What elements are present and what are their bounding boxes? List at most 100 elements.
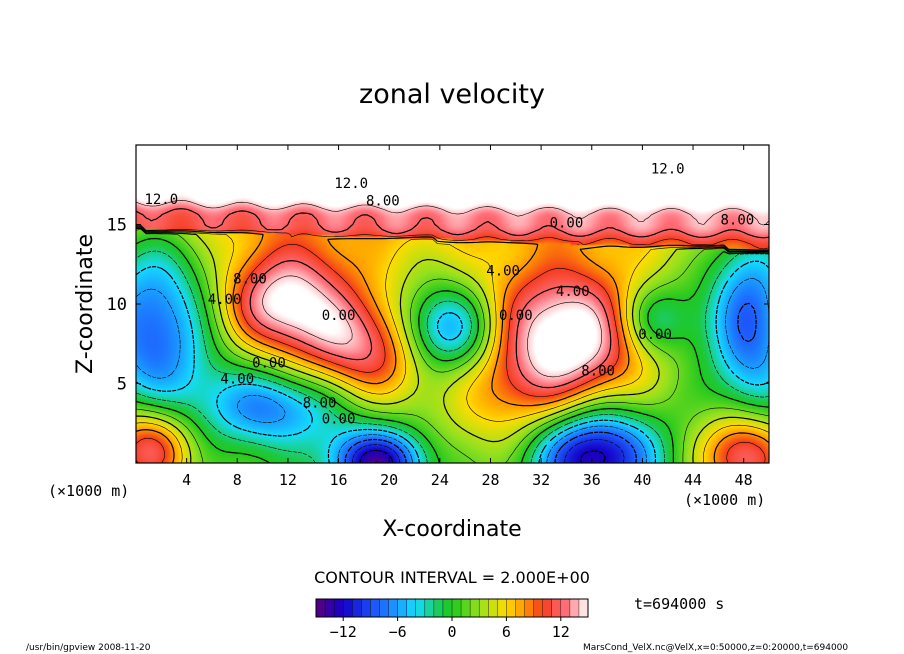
- contour-line: [136, 225, 769, 463]
- footer-left: /usr/bin/gpview 2008-11-20: [26, 643, 151, 653]
- colorbar-segment: [461, 599, 471, 617]
- contour-line: [136, 237, 769, 463]
- contour-label: 0.00: [499, 308, 533, 324]
- colorbar-segment: [569, 599, 580, 617]
- contour-line: [136, 227, 769, 463]
- colorbar-segment: [533, 599, 544, 617]
- contour-label: 4.00: [208, 292, 242, 308]
- colorbar-tick-label: 6: [502, 623, 511, 641]
- colorbar-segment: [442, 599, 453, 617]
- x-tick-label: 20: [380, 471, 398, 489]
- colorbar-segment: [388, 599, 399, 617]
- contour-label: 0.00: [252, 356, 286, 372]
- x-tick-label: 48: [735, 471, 753, 489]
- colorbar-segment: [334, 599, 344, 617]
- colorbar-segment: [560, 599, 571, 617]
- colorbar-segment: [415, 599, 426, 617]
- x-unit-left: (×1000 m): [48, 482, 129, 500]
- colorbar-tick-label: 12: [552, 623, 570, 641]
- colorbar-segment: [506, 599, 516, 617]
- footer-right: MarsCond_VelX.nc@VelX,x=0:50000,z=0:2000…: [583, 643, 848, 653]
- contour-label: 12.0: [334, 176, 368, 192]
- contour-label: 0.00: [550, 216, 584, 232]
- contour-line: [136, 224, 769, 463]
- x-tick-label: 44: [684, 471, 702, 489]
- contour-label: 8.00: [366, 193, 400, 209]
- colorbar-segment: [343, 599, 353, 617]
- contour-line: [136, 229, 769, 463]
- y-axis-ticks: 5 10 15: [107, 216, 769, 395]
- contour-label: 0.00: [638, 327, 672, 343]
- x-tick-label: 4: [182, 471, 191, 489]
- colorbar-segment: [488, 599, 498, 617]
- contour-label: 4.00: [220, 372, 254, 388]
- y-tick-label: 15: [107, 216, 127, 236]
- colorbar-segment: [370, 599, 380, 617]
- contour-line: [351, 439, 625, 463]
- contour-line: [136, 208, 769, 389]
- x-axis-ticks: 4 8 12 16 20 24 28 32 36 40 44 48: [182, 145, 753, 489]
- colorbar-segment: [424, 599, 435, 617]
- colorbar-tick-label: −6: [389, 623, 407, 641]
- contour-line: [359, 449, 606, 463]
- y-tick-label: 5: [117, 375, 127, 395]
- colorbar-tick-label: 0: [447, 623, 456, 641]
- colorbar-segment: [578, 599, 589, 617]
- colorbar-segment: [397, 599, 408, 617]
- contour-line: [136, 260, 769, 463]
- contour-label: 4.00: [486, 263, 520, 279]
- colorbar-segment: [361, 599, 371, 617]
- contour-line: [344, 302, 757, 463]
- colorbar-segment: [551, 599, 562, 617]
- contour-line: [136, 278, 769, 463]
- colorbar-segment: [479, 599, 489, 617]
- x-tick-label: 36: [583, 471, 601, 489]
- x-tick-label: 32: [532, 471, 550, 489]
- colorbar-segment: [316, 599, 326, 617]
- colorbar-segments: [315, 598, 589, 618]
- y-axis-label: Z-coordinate: [73, 234, 98, 374]
- x-tick-label: 16: [330, 471, 348, 489]
- contour-line: [136, 200, 769, 378]
- contour-label: 8.00: [581, 364, 615, 380]
- colorbar-tick-label: −12: [330, 623, 357, 641]
- x-axis-label: X-coordinate: [382, 517, 521, 542]
- colorbar-segment: [470, 599, 480, 617]
- time-label: t=694000 s: [634, 595, 724, 613]
- contour-interval: CONTOUR INTERVAL = 2.000E+00: [314, 568, 590, 587]
- colorbar-segment: [524, 599, 535, 617]
- colorbar-segment: [452, 599, 462, 617]
- contour-line: [136, 250, 769, 463]
- x-tick-label: 28: [481, 471, 499, 489]
- colorbar-segment: [542, 599, 553, 617]
- velocity-field: [136, 145, 769, 463]
- contour-line: [136, 227, 769, 463]
- contour-label: 8.00: [720, 213, 754, 229]
- colorbar-segment: [379, 599, 390, 617]
- x-tick-label: 12: [279, 471, 297, 489]
- x-tick-label: 24: [431, 471, 449, 489]
- contour-lines: [136, 200, 769, 463]
- x-tick-label: 8: [233, 471, 242, 489]
- contour-label: 0.00: [322, 411, 356, 427]
- contour-label: 4.00: [556, 284, 590, 300]
- colorbar-segment: [433, 599, 444, 617]
- contour-label: 12.0: [651, 162, 685, 178]
- contour-label: 0.00: [322, 308, 356, 324]
- colorbar-segment: [325, 599, 335, 617]
- colorbar-segment: [406, 599, 417, 617]
- y-tick-label: 10: [107, 295, 127, 315]
- x-tick-label: 40: [633, 471, 651, 489]
- colorbar-segment: [515, 599, 526, 617]
- contour-label: 8.00: [233, 271, 267, 287]
- colorbar-segment: [352, 599, 362, 617]
- contour-label: 8.00: [303, 395, 337, 411]
- chart-title: zonal velocity: [359, 79, 545, 110]
- colorbar-ticks: −12 −6 0 6 12: [330, 617, 570, 641]
- contour-label: 12.0: [144, 192, 178, 208]
- x-unit-right: (×1000 m): [684, 491, 765, 509]
- colorbar-segment: [497, 599, 507, 617]
